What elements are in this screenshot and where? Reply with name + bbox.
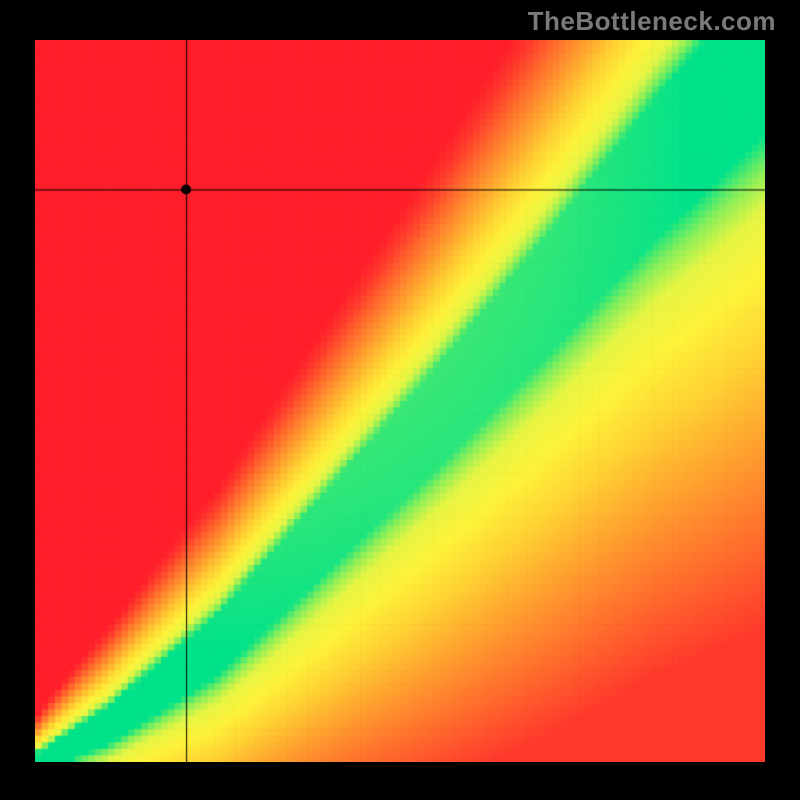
watermark-text: TheBottleneck.com (528, 6, 776, 37)
figure-container: TheBottleneck.com (0, 0, 800, 800)
bottleneck-heatmap (35, 40, 765, 762)
